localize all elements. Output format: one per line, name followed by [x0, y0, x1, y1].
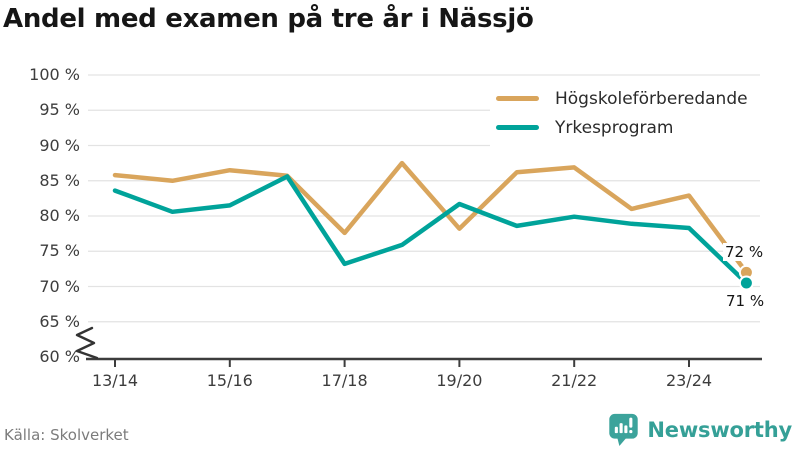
end-value-label-yrkesprogram: 71 % [724, 292, 767, 310]
x-tick-label: 17/18 [321, 371, 368, 390]
legend-item-yrkesprogram: Yrkesprogram [496, 113, 796, 142]
y-tick-label: 80 % [39, 206, 80, 225]
line-series-1 [112, 174, 749, 286]
brand-logo: Newsworthy [607, 412, 792, 447]
legend-swatch-gold [496, 96, 539, 101]
legend-label: Högskoleförberedande [555, 88, 748, 109]
bar-chart-speech-bubble-icon [609, 413, 639, 446]
y-tick-label: 75 % [39, 241, 80, 261]
y-tick-label: 60 % [39, 347, 80, 366]
x-tick-label: 19/20 [436, 371, 483, 390]
x-tick-label: 13/14 [91, 371, 139, 390]
legend-label: Yrkesprogram [555, 117, 674, 138]
x-tick-label: 23/24 [665, 371, 713, 390]
y-tick-label: 65 % [39, 311, 80, 331]
brand-name: Newsworthy [647, 417, 792, 442]
source-caption: Källa: Skolverket [4, 426, 129, 444]
line-series-0 [112, 160, 749, 275]
x-tick-label: 15/16 [206, 371, 253, 390]
y-tick-label: 90 % [39, 135, 80, 155]
y-tick-label: 70 % [39, 276, 80, 296]
y-tick-label: 85 % [39, 170, 80, 190]
x-tick-label: 21/22 [551, 371, 598, 390]
end-dot-1 [738, 275, 754, 291]
legend-swatch-teal [496, 125, 539, 130]
y-tick-label: 100 % [29, 65, 80, 84]
legend-item-hogskoleforberedande: Högskoleförberedande [496, 84, 796, 113]
page-title: Andel med examen på tre år i Nässjö [3, 4, 534, 34]
legend: Högskoleförberedande Yrkesprogram [490, 80, 796, 148]
end-value-label-hogskoleforberedande: 72 % [723, 243, 766, 261]
y-tick-label: 95 % [39, 100, 80, 120]
axis-break-icon [75, 326, 99, 360]
